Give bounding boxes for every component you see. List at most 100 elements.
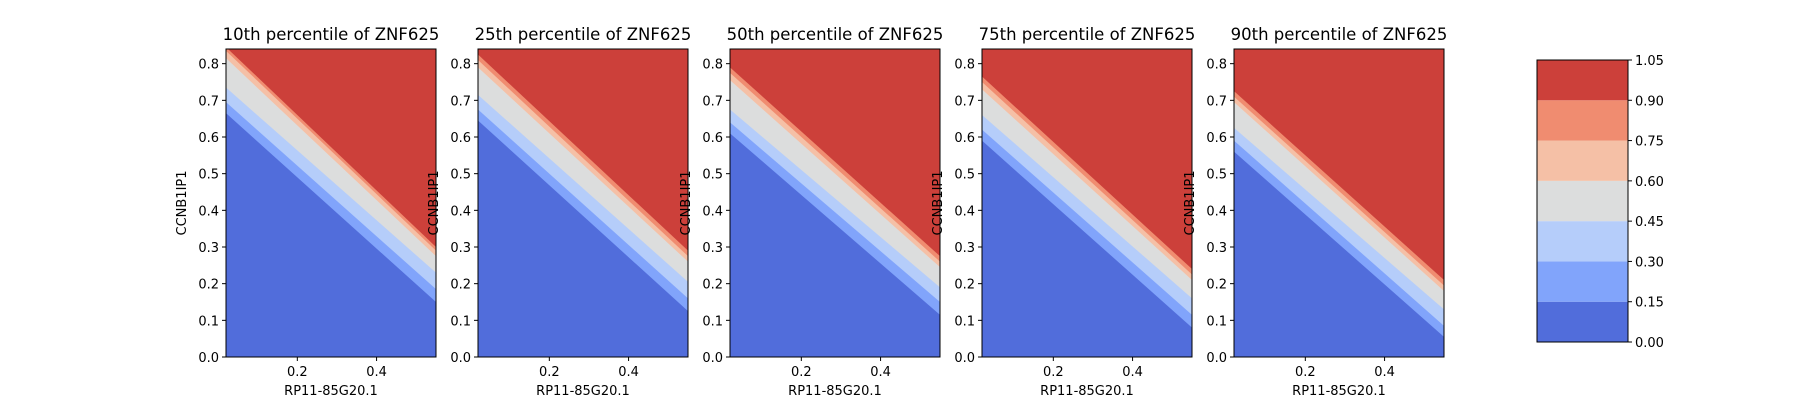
y-tick-label: 0.8 [1206,58,1227,73]
y-tick-label: 0.7 [450,94,471,109]
contour-band-6 [227,49,436,247]
x-tick-label: 0.4 [870,365,891,380]
y-tick-label: 0.1 [198,314,219,329]
x-tick-label: 0.2 [539,365,560,380]
colorbar-tick-label: 0.45 [1635,215,1664,230]
panel-title: 10th percentile of ZNF625 [223,25,440,44]
x-tick-label: 0.2 [1295,365,1316,380]
y-tick-label: 0.3 [1206,241,1227,256]
colorbar-tick-label: 0.15 [1635,296,1664,311]
y-tick-label: 0.1 [450,314,471,329]
y-tick-label: 0.8 [702,58,723,73]
y-tick-label: 0.4 [450,204,471,219]
y-tick-label: 0.3 [198,241,219,256]
panel-2 [474,48,689,361]
contour-band-6 [982,49,1192,269]
y-axis-label: CCNB1IP1 [931,170,946,235]
y-tick-label: 0.0 [450,351,471,366]
y-tick-label: 0.2 [1206,278,1227,293]
y-tick-label: 0.0 [1206,351,1227,366]
colorbar-tick-label: 1.05 [1635,54,1664,69]
axes-frame [477,48,689,358]
y-tick-label: 0.6 [450,131,471,146]
colorbar [1536,59,1632,343]
x-axis-label: RP11-85G20.1 [536,384,630,399]
contour-fills [1234,49,1444,357]
colorbar-frame [1536,59,1629,343]
y-axis-label: CCNB1IP1 [679,170,694,235]
y-tick-label: 0.0 [702,351,723,366]
panel-1 [222,48,437,361]
panel-title: 25th percentile of ZNF625 [475,25,692,44]
colorbar-segment [1537,180,1628,222]
y-tick-label: 0.6 [702,131,723,146]
y-axis-label: CCNB1IP1 [427,170,442,235]
x-tick-label: 0.4 [1122,365,1143,380]
x-axis-label: RP11-85G20.1 [1292,384,1386,399]
x-axis-label: RP11-85G20.1 [1040,384,1134,399]
panel-title: 75th percentile of ZNF625 [979,25,1196,44]
colorbar-segment [1537,140,1628,181]
y-tick-label: 0.6 [198,131,219,146]
contour-band-6 [1234,49,1444,280]
y-tick-label: 0.7 [702,94,723,109]
y-tick-label: 0.5 [702,168,723,183]
x-tick-label: 0.4 [366,365,387,380]
colorbar-tick-label: 0.30 [1635,255,1664,270]
colorbar-tick-label: 0.00 [1635,336,1664,351]
y-tick-label: 0.5 [198,168,219,183]
y-tick-label: 0.5 [450,168,471,183]
y-tick-label: 0.0 [954,351,975,366]
y-tick-label: 0.7 [198,94,219,109]
panel-4 [978,48,1193,361]
y-tick-label: 0.2 [954,278,975,293]
y-tick-label: 0.2 [702,278,723,293]
contour-fills [478,49,688,357]
y-tick-label: 0.1 [702,314,723,329]
y-tick-label: 0.0 [198,351,219,366]
y-tick-label: 0.6 [954,131,975,146]
colorbar-segment [1537,301,1628,342]
panel-5 [1230,48,1445,361]
y-tick-label: 0.8 [198,58,219,73]
y-tick-label: 0.7 [1206,94,1227,109]
y-axis-label: CCNB1IP1 [175,170,190,235]
y-tick-label: 0.1 [1206,314,1227,329]
y-tick-label: 0.4 [954,204,975,219]
y-tick-label: 0.3 [702,241,723,256]
contour-band-6 [730,49,940,257]
x-axis-label: RP11-85G20.1 [788,384,882,399]
x-axis-label: RP11-85G20.1 [284,384,378,399]
axes-frame [225,48,437,358]
colorbar-segment [1537,60,1628,101]
y-tick-label: 0.5 [954,168,975,183]
colorbar-segment [1537,221,1628,262]
panel-title: 90th percentile of ZNF625 [1231,25,1448,44]
contour-fills [226,49,436,357]
y-tick-label: 0.4 [198,204,219,219]
contour-fills [982,49,1192,357]
y-tick-label: 0.6 [1206,131,1227,146]
y-tick-label: 0.4 [1206,204,1227,219]
colorbar-tick-label: 0.60 [1635,175,1664,190]
colorbar-segment [1537,261,1628,302]
x-tick-label: 0.2 [791,365,812,380]
axes-frame [1233,48,1445,358]
contour-band-6 [478,49,688,251]
y-tick-label: 0.2 [198,278,219,293]
panel-title: 50th percentile of ZNF625 [727,25,944,44]
contour-fills [730,49,940,357]
y-tick-label: 0.3 [450,241,471,256]
axes-frame [981,48,1193,358]
colorbar-tick-label: 0.75 [1635,135,1664,150]
y-tick-label: 0.7 [954,94,975,109]
colorbar-tick-label: 0.90 [1635,94,1664,109]
y-tick-label: 0.8 [450,58,471,73]
y-tick-label: 0.8 [954,58,975,73]
panel-3 [726,48,941,361]
y-tick-label: 0.1 [954,314,975,329]
x-tick-label: 0.2 [1043,365,1064,380]
y-axis-label: CCNB1IP1 [1183,170,1198,235]
x-tick-label: 0.4 [618,365,639,380]
